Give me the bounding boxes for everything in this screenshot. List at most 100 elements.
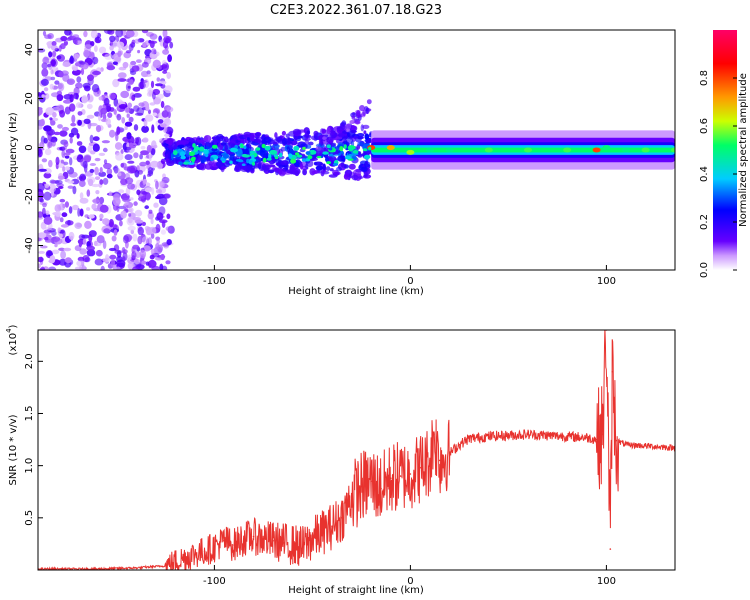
band-hotspot (288, 153, 293, 158)
noise-blob (116, 103, 121, 111)
noise-blob (49, 255, 56, 264)
ridge-point (622, 147, 630, 153)
noise-blob (48, 183, 57, 193)
band-blob (329, 168, 334, 172)
band-blob (224, 144, 228, 152)
ridge-point (484, 147, 493, 153)
noise-blob (55, 156, 60, 166)
band-blob (230, 138, 236, 144)
noise-blob (109, 129, 116, 138)
noise-blob (41, 158, 48, 163)
noise-blob (133, 201, 138, 206)
noise-blob (109, 45, 114, 51)
noise-blob (92, 70, 101, 76)
noise-blob (166, 239, 172, 246)
band-hotspot (222, 153, 230, 159)
noise-blob (69, 137, 73, 144)
snr-marks (38, 330, 675, 570)
snr-point (341, 517, 343, 519)
band-hotspot (234, 144, 239, 149)
noise-blob (147, 237, 152, 246)
band-hotspot (352, 150, 359, 154)
noise-blob (68, 231, 75, 241)
noise-blob (94, 166, 99, 176)
band-blob (165, 157, 170, 163)
snr-point (595, 438, 598, 441)
noise-blob (92, 56, 99, 65)
band-blob (363, 130, 367, 135)
streak-blob (322, 136, 327, 140)
band-hotspot (240, 143, 244, 149)
noise-blob (72, 185, 77, 195)
noise-blob (165, 226, 172, 231)
noise-blob (39, 198, 44, 203)
noise-blob (43, 172, 52, 179)
noise-blob (89, 134, 94, 144)
band-hotspot (218, 155, 222, 159)
band-hotspot (203, 148, 209, 155)
snr-point (184, 556, 186, 559)
noise-blob (127, 102, 132, 109)
band-hotspot (192, 143, 196, 148)
band-blob (299, 143, 308, 150)
band-blob (302, 168, 307, 176)
noise-blob (120, 90, 130, 99)
ridge-point (406, 149, 415, 155)
noise-blob (83, 30, 88, 38)
noise-blob (46, 250, 53, 257)
noise-blob (56, 55, 62, 60)
band-hotspot (198, 146, 205, 152)
noise-blob (157, 119, 164, 124)
snr-frame (37, 329, 676, 571)
noise-blob (161, 64, 168, 69)
noise-blob (150, 218, 154, 225)
colorbar-gradient (713, 30, 737, 270)
band-hotspot (189, 151, 195, 157)
noise-blob (160, 229, 166, 235)
noise-blob (40, 266, 45, 270)
noise-blob (143, 73, 152, 77)
noise-blob (38, 256, 44, 263)
ridge-point (563, 147, 572, 153)
noise-blob (99, 179, 104, 185)
ridge-point (426, 147, 434, 153)
noise-blob (116, 41, 125, 48)
noise-blob (38, 263, 41, 269)
noise-blob (68, 56, 75, 65)
snr-point (243, 537, 245, 540)
colorbar-tick-label: 0.8 (699, 70, 710, 86)
noise-blob (160, 100, 165, 109)
band-blob (248, 140, 255, 144)
snr-point (433, 433, 435, 436)
band-blob (280, 146, 287, 152)
noise-blob (99, 167, 103, 174)
noise-blob (106, 65, 116, 71)
band-blob (167, 138, 173, 146)
band-blob (200, 155, 207, 164)
snr-point (601, 433, 604, 436)
noise-blob (61, 149, 66, 158)
band-blob (281, 130, 286, 136)
band-hotspot (326, 161, 331, 165)
noise-blob (38, 232, 47, 239)
band-blob (203, 135, 212, 143)
noise-blob (81, 234, 90, 239)
band-blob (245, 143, 250, 151)
band-blob (349, 135, 353, 140)
noise-blob (139, 153, 144, 160)
noise-blob (84, 214, 89, 218)
noise-blob (41, 94, 45, 98)
streak-blob (350, 112, 357, 118)
spectrogram-x-tick-label: -100 (203, 276, 226, 287)
snr-point (468, 437, 471, 440)
noise-blob (78, 145, 87, 154)
band-hotspot (210, 157, 214, 162)
noise-blob (128, 207, 134, 213)
noise-blob (100, 107, 108, 115)
band-blob (292, 128, 302, 135)
noise-blob (124, 107, 130, 114)
noise-blob (164, 85, 173, 94)
spectrogram-marks (38, 30, 675, 270)
ridge-point (641, 147, 650, 153)
spectrogram-y-tick-label: -40 (24, 237, 35, 253)
